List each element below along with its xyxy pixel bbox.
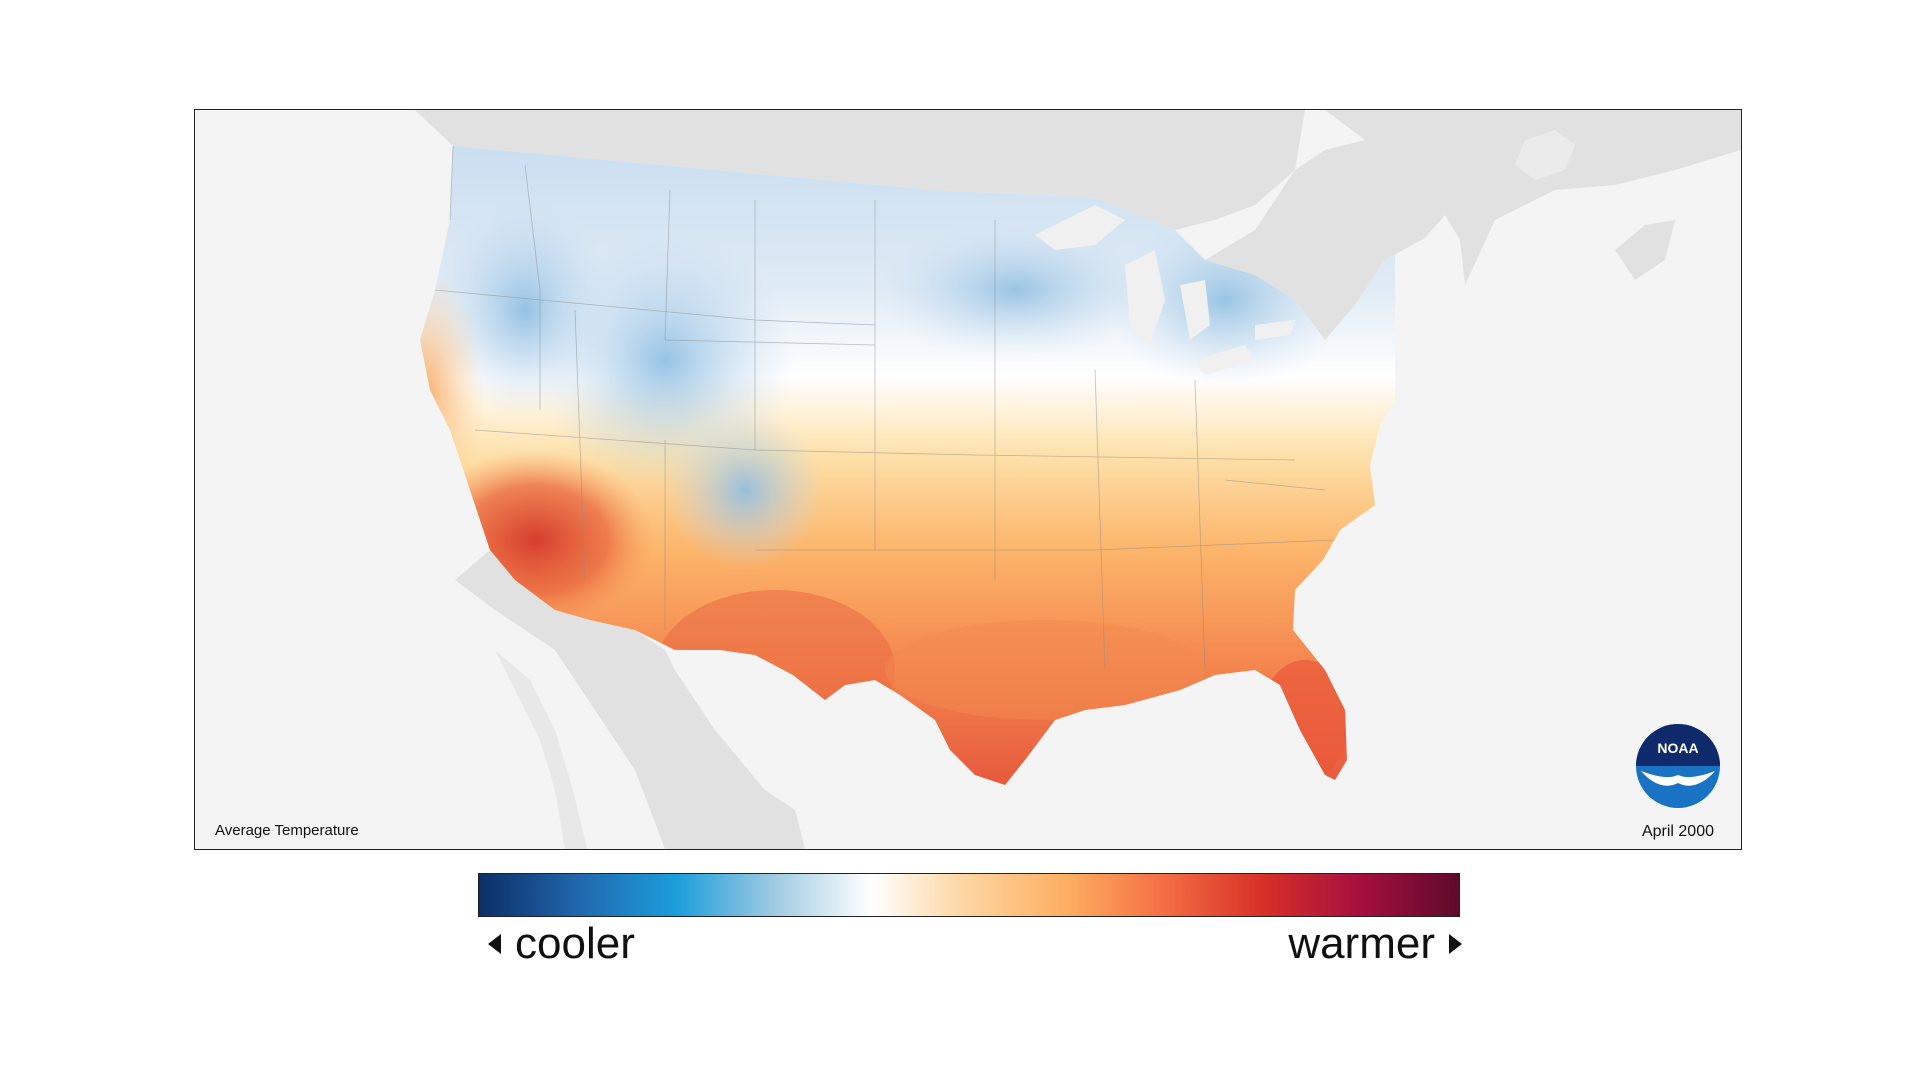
great-lakes: [1035, 205, 1295, 375]
map-canvas: [395, 110, 1741, 849]
arrow-right-icon: [1449, 934, 1462, 954]
arrow-left-icon: [488, 934, 501, 954]
legend-warmer-label: warmer: [1288, 919, 1435, 968]
state-borders: [434, 145, 1336, 671]
legend-cooler: cooler: [488, 914, 635, 974]
surrounding-land: [395, 110, 1741, 849]
legend-warmer: warmer: [1288, 914, 1462, 974]
map-caption: Average Temperature: [215, 822, 359, 839]
map-date: April 2000: [1641, 823, 1714, 840]
noaa-logo: NOAA: [1636, 724, 1720, 808]
legend-cooler-label: cooler: [515, 919, 635, 968]
temperature-color-scale: [478, 873, 1460, 917]
temperature-map: NOAA Average Temperature April 2000: [194, 109, 1742, 850]
logo-text: NOAA: [1657, 740, 1698, 756]
